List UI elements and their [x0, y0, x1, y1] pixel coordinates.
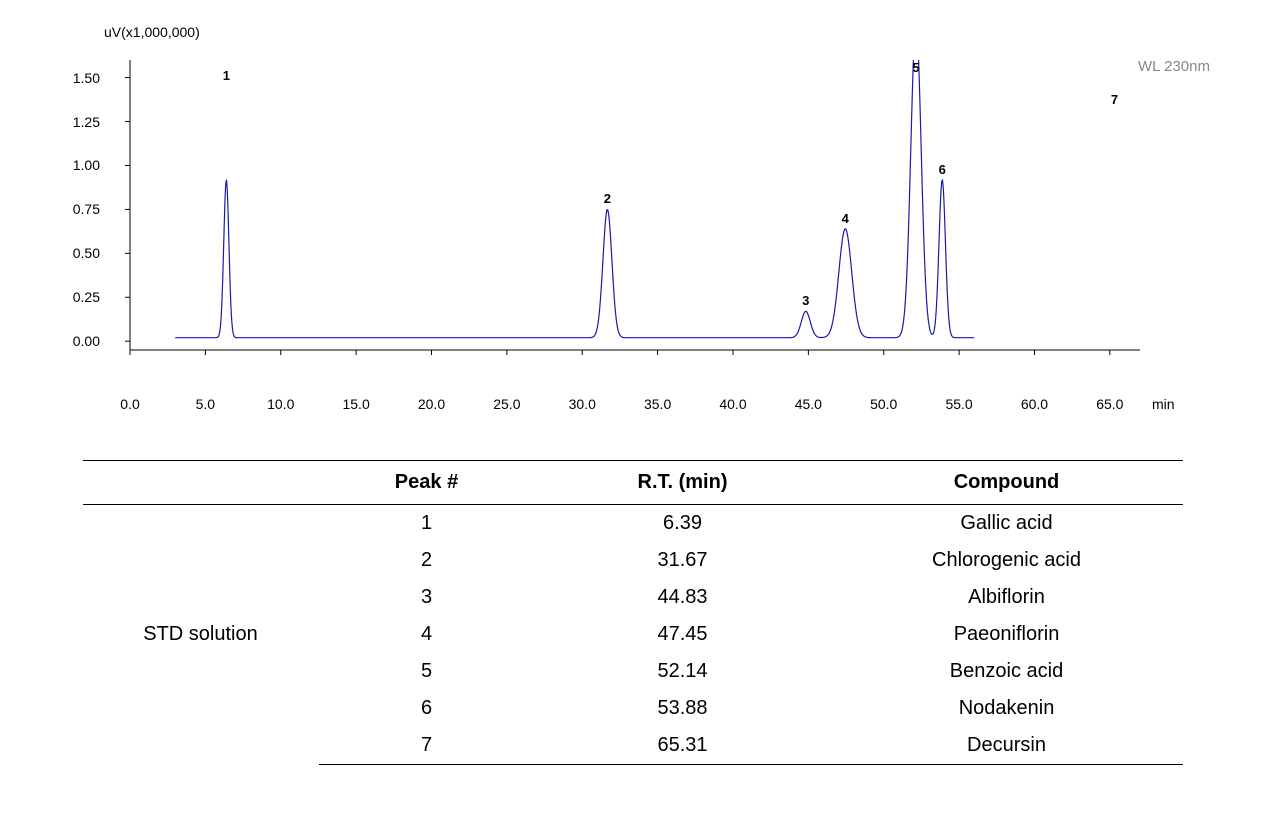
x-tick-label: 35.0 [644, 396, 671, 412]
cell-compound: Paeoniflorin [831, 616, 1183, 653]
cell-peak: 4 [319, 616, 535, 653]
peak-label: 2 [604, 191, 611, 206]
chromatogram-svg [100, 50, 1150, 380]
x-tick-label: 25.0 [493, 396, 520, 412]
cell-rt: 65.31 [535, 727, 831, 765]
peak-table: Peak # R.T. (min) Compound STD solution1… [83, 460, 1183, 765]
x-tick-label: 40.0 [719, 396, 746, 412]
y-axis-unit-label: uV(x1,000,000) [104, 24, 200, 40]
x-tick-label: 20.0 [418, 396, 445, 412]
x-tick-label: 65.0 [1096, 396, 1123, 412]
cell-peak: 2 [319, 542, 535, 579]
cell-rt: 6.39 [535, 505, 831, 543]
rowgroup-label: STD solution [83, 505, 319, 765]
x-tick-label: 30.0 [569, 396, 596, 412]
cell-rt: 31.67 [535, 542, 831, 579]
cell-compound: Nodakenin [831, 690, 1183, 727]
col-compound: Compound [831, 461, 1183, 505]
y-tick-label: 0.50 [54, 245, 100, 261]
cell-compound: Gallic acid [831, 505, 1183, 543]
y-tick-label: 0.75 [54, 201, 100, 217]
cell-compound: Albiflorin [831, 579, 1183, 616]
x-tick-label: 15.0 [342, 396, 369, 412]
y-tick-label: 0.00 [54, 333, 100, 349]
x-tick-label: 45.0 [795, 396, 822, 412]
y-tick-label: 1.25 [54, 114, 100, 130]
peak-label: 5 [912, 60, 919, 75]
x-tick-label: 50.0 [870, 396, 897, 412]
cell-peak: 7 [319, 727, 535, 765]
x-tick-label: 10.0 [267, 396, 294, 412]
x-tick-label: 55.0 [945, 396, 972, 412]
chromatogram-chart: uV(x1,000,000) WL 230nm 0.000.250.500.75… [40, 20, 1220, 420]
peak-label: 7 [1111, 92, 1118, 107]
cell-peak: 5 [319, 653, 535, 690]
peak-label: 1 [223, 68, 230, 83]
x-tick-label: 60.0 [1021, 396, 1048, 412]
cell-peak: 6 [319, 690, 535, 727]
col-rt: R.T. (min) [535, 461, 831, 505]
cell-rt: 53.88 [535, 690, 831, 727]
peak-label: 6 [939, 162, 946, 177]
col-blank [83, 461, 319, 505]
cell-compound: Decursin [831, 727, 1183, 765]
table-row: STD solution16.39Gallic acid [83, 505, 1183, 543]
cell-peak: 1 [319, 505, 535, 543]
y-tick-label: 0.25 [54, 289, 100, 305]
cell-rt: 44.83 [535, 579, 831, 616]
x-tick-label: 5.0 [196, 396, 215, 412]
x-axis-unit-label: min [1152, 396, 1175, 412]
y-tick-label: 1.00 [54, 157, 100, 173]
table-header-row: Peak # R.T. (min) Compound [83, 461, 1183, 505]
x-tick-label: 0.0 [120, 396, 139, 412]
cell-compound: Chlorogenic acid [831, 542, 1183, 579]
cell-peak: 3 [319, 579, 535, 616]
col-peak: Peak # [319, 461, 535, 505]
table-body: STD solution16.39Gallic acid231.67Chloro… [83, 505, 1183, 765]
peak-label: 4 [842, 211, 849, 226]
cell-rt: 47.45 [535, 616, 831, 653]
cell-compound: Benzoic acid [831, 653, 1183, 690]
peak-label: 3 [802, 293, 809, 308]
cell-rt: 52.14 [535, 653, 831, 690]
y-tick-label: 1.50 [54, 70, 100, 86]
